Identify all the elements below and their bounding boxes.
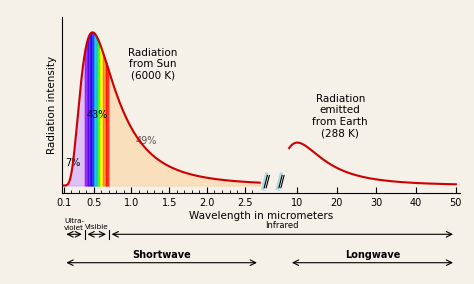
Text: Ultra-
violet: Ultra- violet (64, 218, 84, 231)
Y-axis label: Radiation intensity: Radiation intensity (47, 56, 57, 154)
Text: Infrared: Infrared (265, 221, 299, 230)
Text: Visible: Visible (85, 224, 109, 230)
Text: Shortwave: Shortwave (132, 250, 191, 260)
Text: Radiation
emitted
from Earth
(288 K): Radiation emitted from Earth (288 K) (312, 94, 368, 138)
Text: Radiation
from Sun
(6000 K): Radiation from Sun (6000 K) (128, 48, 177, 81)
Text: 7%: 7% (65, 158, 80, 168)
Text: Longwave: Longwave (345, 250, 400, 260)
X-axis label: Wavelength in micrometers: Wavelength in micrometers (189, 211, 333, 221)
Text: 49%: 49% (136, 136, 157, 146)
Text: 43%: 43% (86, 110, 108, 120)
